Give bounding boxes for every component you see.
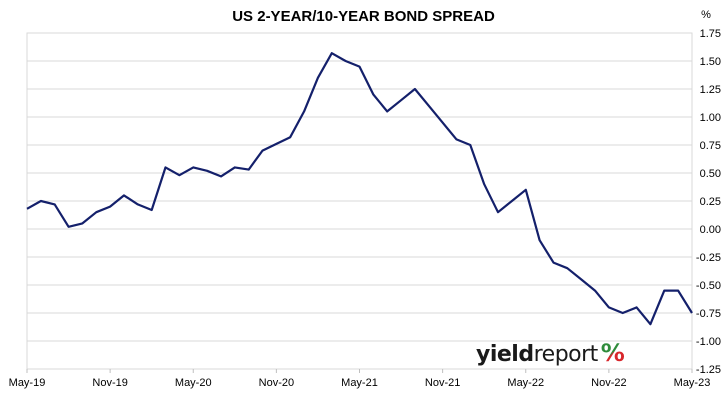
logo-percent-icon: % (600, 339, 625, 367)
y-tick-label: -1.25 (696, 364, 721, 376)
y-tick-label: 0.50 (700, 168, 721, 180)
y-tick-label: 1.00 (700, 112, 721, 124)
logo-report-text: report (533, 342, 599, 367)
y-tick-label: -0.50 (696, 280, 721, 292)
x-axis-ticks: May-19 Nov-19 May-20 Nov-20 May-21 Nov-21 May-… (9, 369, 711, 389)
y-tick-label: -0.25 (696, 252, 721, 264)
x-tick-label: Nov-22 (591, 377, 626, 389)
y-axis-ticks: 1.75 1.50 1.25 1.00 0.75 0.50 0.25 0.00 -0.25 -0.… (696, 28, 721, 376)
y-tick-label: -1.00 (696, 336, 721, 348)
x-tick-label: Nov-20 (259, 377, 294, 389)
x-tick-label: May-21 (341, 377, 378, 389)
y-tick-label: 1.75 (700, 28, 721, 40)
yieldreport-logo: yieldreport% (476, 339, 625, 367)
y-tick-label: 0.25 (700, 196, 721, 208)
x-tick-label: May-23 (674, 377, 711, 389)
y-tick-label: 1.50 (700, 56, 721, 68)
y-axis-unit-label: % (701, 9, 711, 21)
series-lines (26, 52, 693, 326)
chart-title: US 2-YEAR/10-YEAR BOND SPREAD (232, 8, 495, 25)
x-tick-label: May-22 (507, 377, 544, 389)
y-tick-label: 1.25 (700, 84, 721, 96)
x-tick-label: May-20 (175, 377, 212, 389)
spread-line (26, 52, 693, 326)
y-tick-label: 0.00 (700, 224, 721, 236)
x-tick-label: Nov-19 (92, 377, 127, 389)
x-tick-label: Nov-21 (425, 377, 460, 389)
gridlines (26, 32, 693, 370)
x-tick-label: May-19 (9, 377, 46, 389)
logo-yield-text: yield (476, 342, 534, 367)
y-tick-label: -0.75 (696, 308, 721, 320)
y-tick-label: 0.75 (700, 140, 721, 152)
